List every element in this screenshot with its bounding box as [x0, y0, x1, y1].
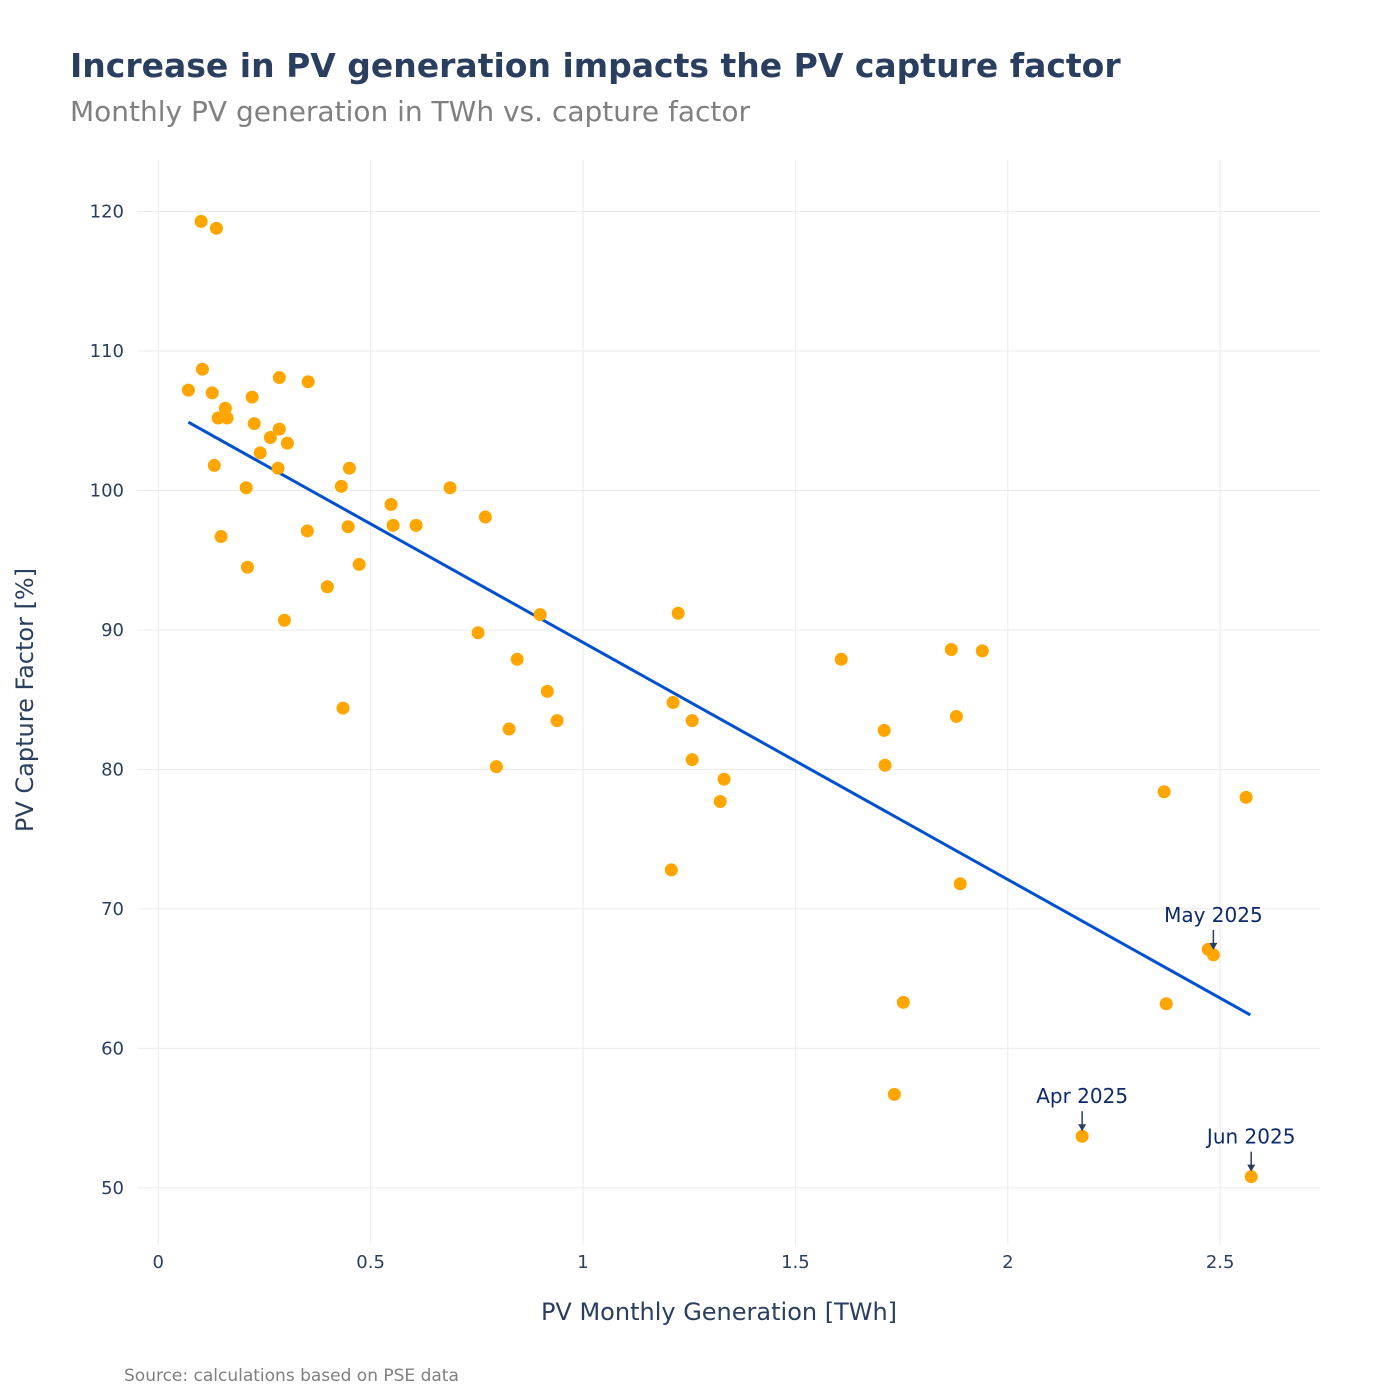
y-tick-label: 90 — [101, 620, 124, 641]
x-axis-label: PV Monthly Generation [TWh] — [541, 1298, 897, 1326]
annotation-label: Jun 2025 — [1205, 1125, 1296, 1149]
y-tick-label: 70 — [101, 899, 124, 920]
data-point — [471, 626, 485, 640]
data-point — [1244, 1170, 1258, 1184]
data-point — [1206, 948, 1220, 962]
y-tick-label: 100 — [90, 481, 124, 502]
data-point — [502, 722, 516, 736]
x-tick-label: 1.5 — [781, 1252, 810, 1273]
data-point — [341, 520, 355, 534]
data-point — [384, 497, 398, 511]
data-point — [944, 643, 958, 657]
x-tick-label: 1 — [577, 1252, 588, 1273]
annotation-arrowhead — [1247, 1164, 1256, 1172]
data-point — [336, 701, 350, 715]
data-point — [685, 753, 699, 767]
annotation-arrowhead — [1209, 942, 1218, 950]
x-tick-label: 0.5 — [356, 1252, 385, 1273]
data-point — [301, 375, 315, 389]
data-point — [717, 772, 731, 786]
data-point — [540, 684, 554, 698]
data-point — [975, 644, 989, 658]
data-point — [342, 461, 356, 475]
data-point — [209, 221, 223, 235]
annotation-label: Apr 2025 — [1036, 1084, 1128, 1108]
data-point — [671, 606, 685, 620]
y-tick-label: 120 — [90, 202, 124, 223]
data-point — [205, 386, 219, 400]
y-tick-label: 50 — [101, 1178, 124, 1199]
data-point — [953, 877, 967, 891]
data-point — [386, 518, 400, 532]
data-point — [1239, 790, 1253, 804]
data-point — [240, 560, 254, 574]
data-point — [878, 758, 892, 772]
data-point — [409, 518, 423, 532]
data-point — [220, 411, 234, 425]
y-tick-label: 110 — [90, 341, 124, 362]
data-point — [896, 995, 910, 1009]
data-point — [1075, 1129, 1089, 1143]
data-point — [253, 446, 267, 460]
data-point — [664, 863, 678, 877]
data-point — [877, 723, 891, 737]
data-point — [478, 510, 492, 524]
data-point — [280, 436, 294, 450]
data-point — [1159, 997, 1173, 1011]
annotation-label: May 2025 — [1164, 903, 1263, 927]
annotations: May 2025 Apr 2025 Jun 2025 — [1036, 903, 1295, 1172]
data-points — [181, 214, 1258, 1184]
data-point — [949, 709, 963, 723]
data-point — [685, 714, 699, 728]
data-point — [239, 481, 253, 495]
data-point — [352, 557, 366, 571]
x-tick-label: 2.5 — [1206, 1252, 1235, 1273]
data-point — [271, 461, 285, 475]
tick-labels: 0 0.5 1 1.5 2 2.5 50 60 70 80 90 100 110 120 — [90, 202, 1235, 1273]
data-point — [263, 431, 277, 445]
data-point — [320, 580, 334, 594]
data-point — [218, 401, 232, 415]
y-tick-label: 80 — [101, 759, 124, 780]
data-point — [214, 530, 228, 544]
data-point — [194, 214, 208, 228]
gridlines — [137, 160, 1320, 1245]
y-axis-label: PV Capture Factor [%] — [11, 568, 39, 832]
x-tick-label: 2 — [1002, 1252, 1013, 1273]
data-point — [300, 524, 314, 538]
x-tick-label: 0 — [153, 1252, 164, 1273]
data-point — [247, 417, 261, 431]
data-point — [181, 383, 195, 397]
data-point — [834, 652, 848, 666]
data-point — [245, 390, 259, 404]
chart-subtitle: Monthly PV generation in TWh vs. capture… — [70, 95, 751, 128]
data-point — [272, 422, 286, 436]
data-point — [550, 714, 564, 728]
data-point — [510, 652, 524, 666]
source-note: Source: calculations based on PSE data — [124, 1366, 459, 1386]
data-point — [195, 362, 209, 376]
data-point — [713, 795, 727, 809]
chart-title: Increase in PV generation impacts the PV… — [70, 46, 1121, 85]
data-point — [1157, 785, 1171, 799]
y-tick-label: 60 — [101, 1038, 124, 1059]
data-point — [272, 371, 286, 385]
data-point — [334, 479, 348, 493]
data-point — [887, 1087, 901, 1101]
data-point — [489, 760, 503, 774]
data-point — [666, 696, 680, 709]
data-point — [443, 481, 457, 495]
annotation-arrowhead — [1078, 1124, 1087, 1132]
data-point — [207, 458, 221, 472]
data-point — [533, 608, 547, 622]
trend-line — [187, 420, 1252, 1017]
data-point — [277, 613, 291, 627]
data-point — [211, 411, 225, 425]
